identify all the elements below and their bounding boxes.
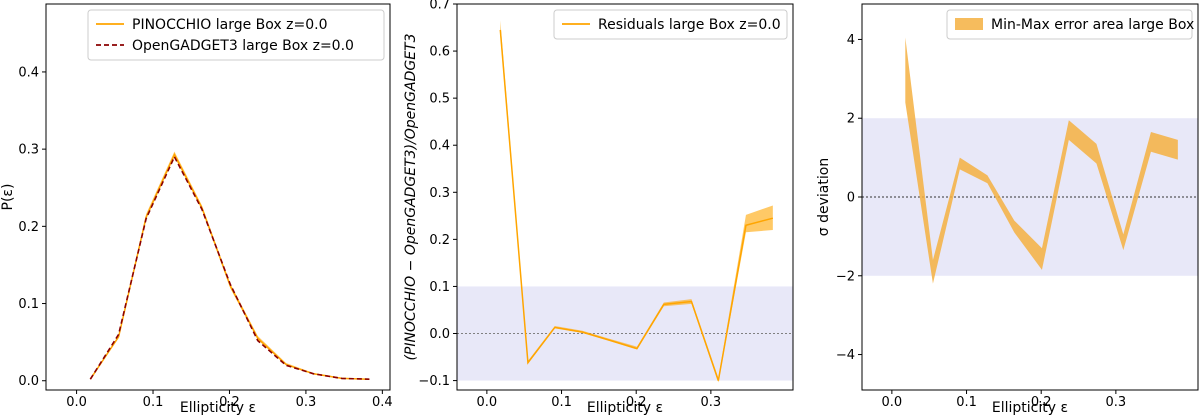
legend: Min-Max error area large Box (946, 9, 1194, 40)
y-tick-label: 0.2 (18, 220, 39, 235)
y-tick-label: 0.0 (429, 327, 450, 342)
y-tick-label: 0.1 (429, 280, 450, 295)
x-axis-label: Ellipticity ε (992, 400, 1068, 416)
panel-residuals: 0.0 0.1 0.2 0.3 −0.1 0.0 0.1 0.2 0.3 0.4 0.5 0.6 0.7… (403, 0, 794, 416)
y-tick-label: −0.1 (418, 374, 450, 389)
series-band-0 (905, 37, 1178, 284)
x-tick-label: 0.3 (296, 395, 317, 410)
x-tick-label: 0.1 (956, 395, 977, 410)
x-tick-label: 0.2 (1031, 395, 1052, 410)
x-axis-label: Ellipticity ε (587, 400, 663, 416)
legend-label-1: OpenGADGET3 large Box z=0.0 (132, 38, 354, 54)
legend-box (553, 9, 788, 40)
legend-label-0: Residuals large Box z=0.0 (598, 17, 781, 33)
y-tick-label: 0.5 (429, 92, 450, 107)
legend-box (946, 9, 1193, 40)
plot-frame (456, 3, 794, 391)
y-tick-label: −2 (836, 269, 855, 284)
y-axis-label: σ deviation (816, 158, 832, 236)
x-tick-label: 0.1 (143, 395, 164, 410)
y-axis-label: (PINOCCHIO − OpenGADGET3)/OpenGADGET3 (403, 33, 419, 360)
y-tick-label: 0.3 (429, 186, 450, 201)
series-line-0 (89, 152, 370, 380)
legend-box (87, 9, 385, 61)
x-tick-label: 0.3 (701, 395, 722, 410)
x-tick-label: 0.1 (551, 395, 572, 410)
series-line-1 (89, 155, 370, 380)
y-tick-label: 0.6 (429, 45, 450, 60)
plot-frame (45, 3, 391, 391)
x-tick-label: 0.2 (626, 395, 647, 410)
x-tick-label: 0.0 (66, 395, 87, 410)
x-tick-label: 0.0 (477, 395, 498, 410)
legend: Residuals large Box z=0.0 (553, 9, 788, 40)
y-tick-label: 0.3 (18, 143, 39, 158)
legend-swatch-0 (955, 18, 983, 30)
series-line-0 (499, 29, 774, 381)
legend-label-0: Min-Max error area large Box (991, 17, 1194, 33)
y-axis-label: P(ε) (0, 184, 16, 211)
y-tick-label: 0.7 (429, 0, 450, 13)
y-tick-label: 0.2 (429, 233, 450, 248)
x-tick-label: 0.4 (372, 395, 393, 410)
y-tick-label: 4 (847, 33, 855, 48)
x-axis-label: Ellipticity ε (180, 400, 256, 416)
series-band-0 (90, 151, 370, 380)
x-tick-label: 0.2 (219, 395, 240, 410)
x-tick-label: 0.3 (1106, 395, 1127, 410)
y-tick-label: −4 (836, 348, 855, 363)
y-tick-label: 0.4 (18, 65, 39, 80)
panel-ellipticity-distribution: 0.0 0.1 0.2 0.3 0.4 0.0 0.1 0.2 0.3 0.4 Ellipticit… (0, 3, 393, 416)
y-tick-label: 0.0 (18, 374, 39, 389)
panel-sigma-deviation: 0.0 0.1 0.2 0.3 −4 −2 0 2 4 Ellipticity ε σ deviat… (816, 3, 1199, 416)
legend-label-0: PINOCCHIO large Box z=0.0 (132, 17, 328, 33)
legend: PINOCCHIO large Box z=0.0 OpenGADGET3 lar… (87, 9, 385, 61)
y-tick-label: 0.4 (429, 139, 450, 154)
y-tick-label: 2 (847, 112, 855, 127)
x-tick-label: 0.0 (882, 395, 903, 410)
y-tick-label: 0 (847, 191, 855, 206)
y-tick-label: 0.1 (18, 297, 39, 312)
